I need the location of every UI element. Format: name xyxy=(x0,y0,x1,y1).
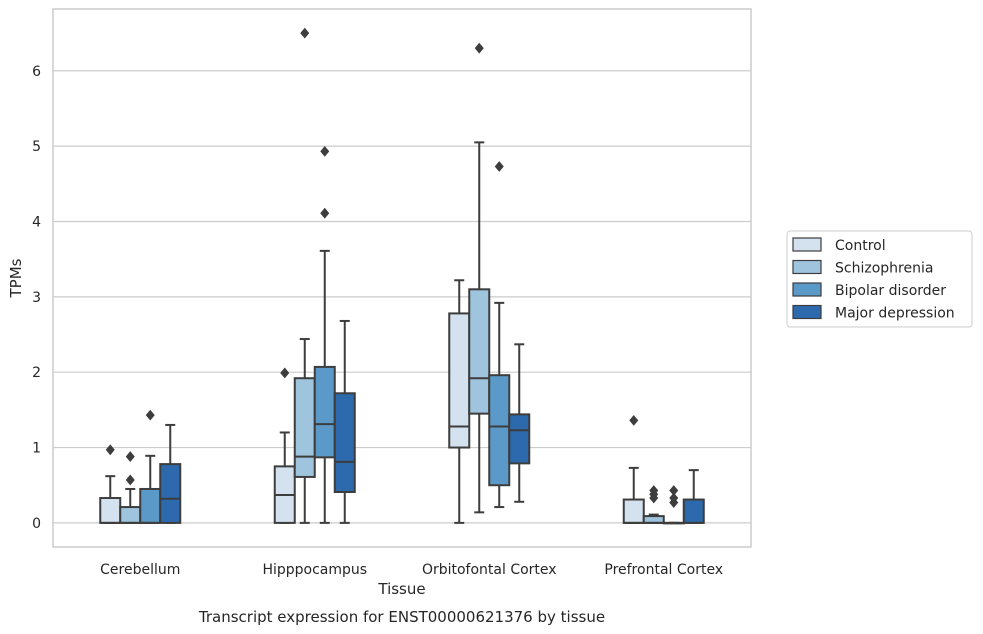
x-tick-label: Hipppocampus xyxy=(262,562,367,578)
box-iqr xyxy=(313,365,336,459)
legend-swatch xyxy=(792,237,822,252)
box-1-3 xyxy=(333,319,356,524)
outlier-point xyxy=(669,485,679,496)
x-tick-label: Cerebellum xyxy=(100,562,180,578)
outlier-point xyxy=(474,42,484,54)
box-0-0 xyxy=(99,444,122,524)
x-axis-label: Tissue xyxy=(377,580,425,598)
box-iqr xyxy=(682,498,705,524)
box-iqr xyxy=(468,288,491,415)
y-tick-label: 1 xyxy=(32,441,41,457)
box-3-2 xyxy=(662,485,685,525)
box-iqr xyxy=(642,515,665,524)
box-iqr xyxy=(119,506,142,524)
legend-swatch xyxy=(792,304,822,320)
outlier-point xyxy=(105,444,115,456)
box-2-3 xyxy=(508,343,531,503)
box-2-2 xyxy=(488,161,511,509)
y-tick-label: 6 xyxy=(32,64,41,80)
legend-swatch xyxy=(792,282,822,297)
plot-area xyxy=(52,8,752,548)
box-iqr xyxy=(488,374,511,487)
box-iqr xyxy=(293,377,316,478)
box-0-3 xyxy=(159,423,182,524)
legend-frame xyxy=(786,230,973,328)
box-iqr xyxy=(508,413,531,465)
chart-caption: Transcript expression for ENST0000062137… xyxy=(198,608,605,626)
y-tick-label: 5 xyxy=(32,139,41,155)
y-tick-label: 4 xyxy=(32,214,41,230)
box-iqr xyxy=(99,497,122,524)
legend-label: Bipolar disorder xyxy=(835,283,946,299)
outlier-point xyxy=(669,492,679,504)
outlier-point xyxy=(629,415,639,426)
box-3-1 xyxy=(642,485,665,524)
outlier-point xyxy=(320,207,330,219)
box-1-0 xyxy=(273,367,296,524)
outlier-point xyxy=(300,27,310,39)
legend: Control Schizophrenia Bipolar disorder Majo… xyxy=(786,230,973,328)
legend-label: Major depression xyxy=(835,306,955,322)
x-tick-label: Orbitofontal Cortex xyxy=(422,562,557,578)
outlier-point xyxy=(494,161,504,172)
box-3-3 xyxy=(682,469,705,524)
box-3-0 xyxy=(622,415,645,524)
outlier-point xyxy=(145,409,155,421)
x-tick-label: Prefrontal Cortex xyxy=(604,562,723,578)
box-plots xyxy=(99,27,705,525)
y-axis-label: TPMs xyxy=(7,258,25,298)
y-tick-label: 2 xyxy=(32,365,41,381)
outlier-point xyxy=(125,451,135,462)
box-iqr xyxy=(159,463,182,524)
box-2-1 xyxy=(468,42,491,514)
y-axis-ticks: 0 1 2 3 4 5 6 xyxy=(32,64,41,532)
legend-swatch xyxy=(792,259,822,275)
box-iqr xyxy=(622,498,645,524)
y-tick-label: 0 xyxy=(32,516,41,532)
box-0-1 xyxy=(119,451,142,524)
outlier-point xyxy=(320,146,330,157)
y-tick-label: 3 xyxy=(32,290,41,306)
outlier-point xyxy=(280,367,290,379)
box-iqr xyxy=(139,487,162,524)
box-iqr xyxy=(333,392,356,493)
legend-label: Control xyxy=(835,238,886,254)
x-axis-ticks: Cerebellum Hipppocampus Orbitofontal Corte… xyxy=(100,562,723,578)
outlier-point xyxy=(649,485,659,496)
legend-label: Schizophrenia xyxy=(835,261,933,277)
outlier-point xyxy=(125,474,135,486)
